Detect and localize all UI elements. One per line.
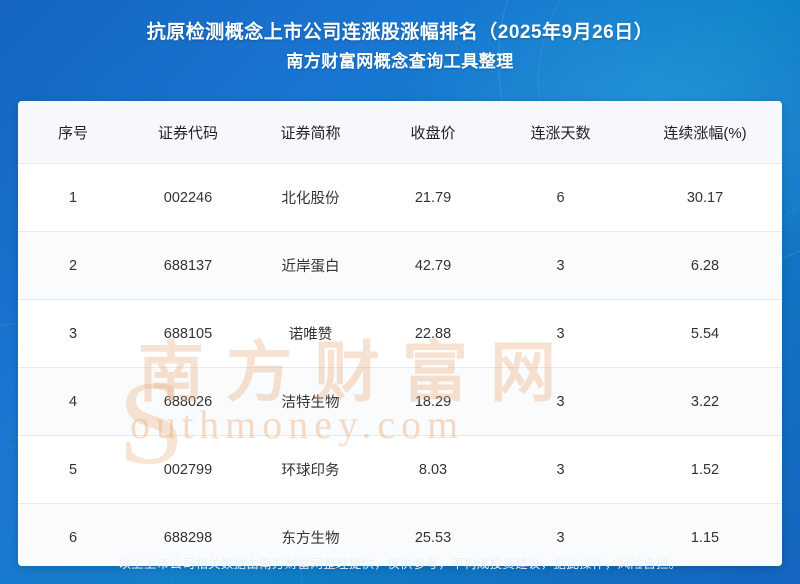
cell-price: 42.79 — [373, 231, 493, 300]
cell-pct: 1.15 — [628, 503, 782, 566]
table-body: 1 002246 北化股份 21.79 6 30.17 2 688137 近岸蛋… — [18, 163, 782, 566]
ranking-table: 序号 证券代码 证券简称 收盘价 连涨天数 连续涨幅(%) 1 002246 北… — [18, 101, 782, 566]
table-card: 序号 证券代码 证券简称 收盘价 连涨天数 连续涨幅(%) 1 002246 北… — [18, 101, 782, 566]
disclaimer-note: 以上上市公司相关数据由南方财富网整理提供，仅供参考，不构成投资建议，据此操作，风… — [118, 557, 682, 571]
cell-price: 8.03 — [373, 435, 493, 504]
cell-pct: 30.17 — [628, 163, 782, 232]
cell-days: 3 — [493, 231, 628, 300]
cell-name: 洁特生物 — [248, 367, 373, 436]
cell-days: 3 — [493, 299, 628, 368]
cell-code: 688105 — [128, 299, 248, 368]
title-primary: 抗原检测概念上市公司连涨股涨幅排名（2025年9月26日） — [146, 22, 654, 43]
cell-days: 3 — [493, 367, 628, 436]
cell-name: 北化股份 — [248, 163, 373, 232]
title-secondary: 南方财富网概念查询工具整理 — [286, 52, 514, 71]
cell-days: 6 — [493, 163, 628, 232]
cell-code: 002246 — [128, 163, 248, 232]
cell-price: 22.88 — [373, 299, 493, 368]
cell-price: 25.53 — [373, 503, 493, 566]
page-title: 抗原检测概念上市公司连涨股涨幅排名（2025年9月26日） 南方财富网概念查询工… — [0, 18, 800, 76]
cell-price: 21.79 — [373, 163, 493, 232]
cell-name: 诺唯赞 — [248, 299, 373, 368]
cell-days: 3 — [493, 503, 628, 566]
column-header-name: 证券简称 — [248, 101, 373, 164]
cell-name: 环球印务 — [248, 435, 373, 504]
column-header-price: 收盘价 — [373, 101, 493, 164]
column-header-days: 连涨天数 — [493, 101, 628, 164]
cell-days: 3 — [493, 435, 628, 504]
cell-pct: 6.28 — [628, 231, 782, 300]
table-row: 5 002799 环球印务 8.03 3 1.52 — [18, 435, 782, 504]
table-row: 6 688298 东方生物 25.53 3 1.15 — [18, 503, 782, 566]
table-header: 序号 证券代码 证券简称 收盘价 连涨天数 连续涨幅(%) — [18, 101, 782, 164]
column-header-code: 证券代码 — [128, 101, 248, 164]
cell-pct: 5.54 — [628, 299, 782, 368]
cell-code: 688026 — [128, 367, 248, 436]
cell-index: 2 — [18, 231, 128, 300]
cell-index: 5 — [18, 435, 128, 504]
table-header-row: 序号 证券代码 证券简称 收盘价 连涨天数 连续涨幅(%) — [18, 101, 782, 164]
cell-code: 688298 — [128, 503, 248, 566]
cell-index: 3 — [18, 299, 128, 368]
table-row: 4 688026 洁特生物 18.29 3 3.22 — [18, 367, 782, 436]
table-row: 1 002246 北化股份 21.79 6 30.17 — [18, 163, 782, 232]
cell-pct: 3.22 — [628, 367, 782, 436]
cell-code: 002799 — [128, 435, 248, 504]
cell-index: 4 — [18, 367, 128, 436]
cell-index: 1 — [18, 163, 128, 232]
table-row: 3 688105 诺唯赞 22.88 3 5.54 — [18, 299, 782, 368]
cell-code: 688137 — [128, 231, 248, 300]
column-header-index: 序号 — [18, 101, 128, 164]
cell-name: 东方生物 — [248, 503, 373, 566]
cell-pct: 1.52 — [628, 435, 782, 504]
cell-index: 6 — [18, 503, 128, 566]
table-row: 2 688137 近岸蛋白 42.79 3 6.28 — [18, 231, 782, 300]
column-header-pct: 连续涨幅(%) — [628, 101, 782, 164]
cell-name: 近岸蛋白 — [248, 231, 373, 300]
cell-price: 18.29 — [373, 367, 493, 436]
